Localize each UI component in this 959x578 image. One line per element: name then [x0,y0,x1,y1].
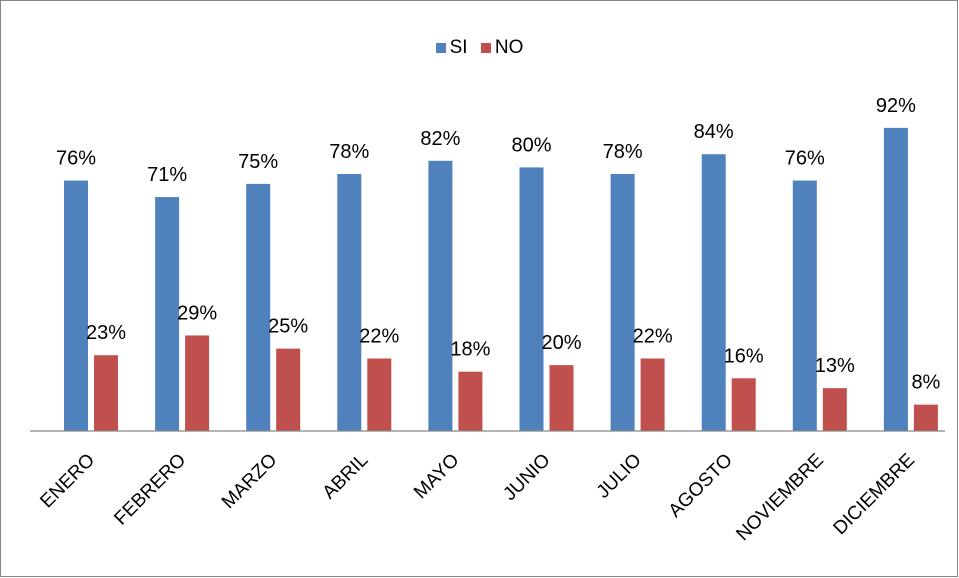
data-label-si-junio: 80% [511,134,551,156]
bar-no-junio [549,365,574,431]
bar-si-noviembre [792,180,817,431]
bar-no-agosto [731,378,756,431]
data-label-no-marzo: 25% [268,316,308,338]
data-label-no-enero: 23% [86,322,126,344]
bar-si-junio [519,167,544,431]
data-label-si-diciembre: 92% [876,95,916,117]
bar-si-mayo [428,160,453,431]
legend-swatch-si [435,43,446,53]
category-label-agosto: AGOSTO [665,450,737,522]
category-label-marzo: MARZO [218,450,281,513]
category-label-febrero: FEBRERO [110,450,190,530]
bar-no-marzo [276,348,301,431]
data-label-si-julio: 78% [603,141,643,163]
legend-item-no: NO [480,37,524,59]
bar-si-marzo [246,183,271,431]
data-label-si-febrero: 71% [147,164,187,186]
data-label-no-noviembre: 13% [815,355,855,377]
legend-swatch-no [480,43,491,53]
data-label-si-enero: 76% [56,148,96,170]
data-label-no-diciembre: 8% [911,372,940,394]
category-label-julio: JULIO [593,450,646,503]
bar-si-agosto [701,154,726,431]
category-label-mayo: MAYO [410,450,463,503]
bar-no-diciembre [913,404,938,431]
data-label-no-junio: 20% [541,332,581,354]
legend-item-si: SI [435,37,468,59]
data-label-si-agosto: 84% [694,121,734,143]
data-label-no-agosto: 16% [724,345,764,367]
bar-no-noviembre [822,388,847,431]
legend-label-si: SI [449,37,468,58]
legend: SI NO [0,37,959,59]
bar-no-mayo [458,371,483,431]
data-label-si-marzo: 75% [238,151,278,173]
category-label-diciembre: DICIEMBRE [830,450,920,540]
data-label-no-febrero: 29% [177,302,217,324]
legend-label-no: NO [494,37,524,58]
bar-si-diciembre [883,127,908,432]
bar-si-febrero [155,197,180,431]
data-label-no-mayo: 18% [450,339,490,361]
bar-si-julio [610,173,635,432]
bar-no-julio [640,358,665,431]
category-label-enero: ENERO [36,450,99,513]
category-label-noviembre: NOVIEMBRE [732,450,827,545]
category-label-abril: ABRIL [319,450,373,504]
data-label-si-mayo: 82% [420,128,460,150]
bar-si-enero [64,180,88,431]
bar-si-abril [337,173,362,432]
data-label-no-abril: 22% [359,326,399,348]
data-label-si-noviembre: 76% [785,148,825,170]
bar-no-febrero [185,335,210,431]
data-label-si-abril: 78% [329,141,369,163]
bar-no-enero [94,355,118,431]
data-label-no-julio: 22% [633,326,673,348]
bar-no-abril [367,358,392,431]
category-label-junio: JUNIO [499,450,554,505]
